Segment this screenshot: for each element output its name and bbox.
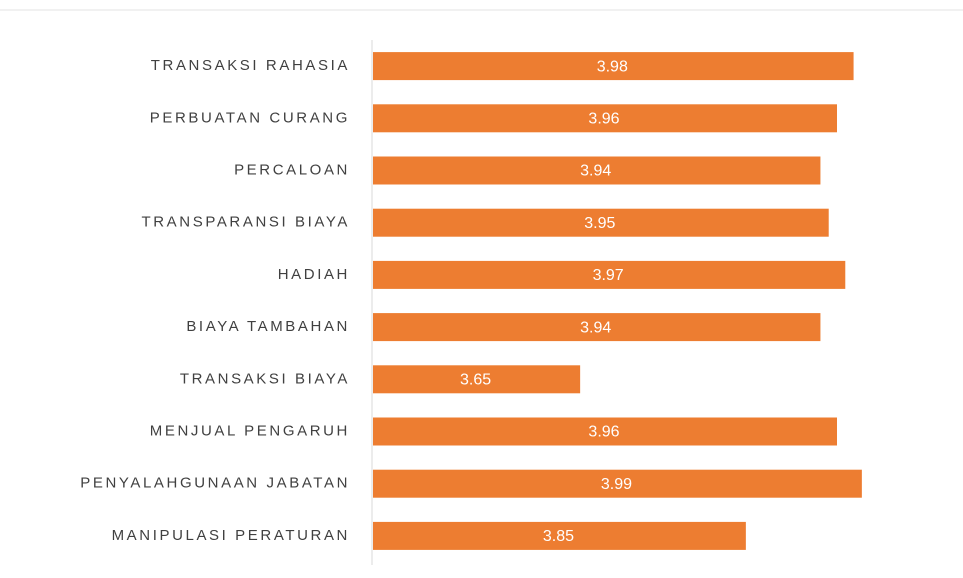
bar: [373, 260, 846, 289]
y-tick-label: PENYALAHGUNAAN JABATAN: [80, 475, 350, 492]
bar: [373, 208, 829, 237]
data-label: 3.95: [584, 215, 615, 232]
y-tick-label: PERCALOAN: [234, 161, 350, 178]
bar: [373, 156, 821, 185]
y-tick-label: MANIPULASI PERATURAN: [112, 527, 350, 544]
data-label: 3.94: [580, 319, 611, 336]
bar: [373, 313, 821, 342]
bar: [373, 469, 862, 498]
bar: [373, 52, 854, 81]
data-label: 3.96: [588, 111, 619, 128]
y-tick-label: TRANSPARANSI BIAYA: [141, 214, 350, 231]
bar: [373, 417, 837, 446]
y-tick-label: TRANSAKSI RAHASIA: [151, 57, 350, 74]
data-label: 3.85: [543, 528, 574, 545]
y-tick-label: TRANSAKSI BIAYA: [180, 370, 350, 387]
y-tick-label: MENJUAL PENGARUH: [150, 422, 350, 439]
data-label: 3.65: [460, 372, 491, 389]
bar: [373, 521, 746, 550]
y-tick-label: BIAYA TAMBAHAN: [186, 318, 350, 335]
data-label: 3.97: [593, 267, 624, 284]
data-label: 3.99: [601, 476, 632, 493]
y-tick-label: PERBUATAN CURANG: [150, 109, 350, 126]
bar: [373, 104, 837, 133]
bar: [373, 365, 581, 394]
data-label: 3.96: [588, 424, 619, 441]
data-label: 3.94: [580, 163, 611, 180]
y-tick-label: HADIAH: [278, 266, 350, 283]
data-label: 3.98: [597, 58, 628, 75]
